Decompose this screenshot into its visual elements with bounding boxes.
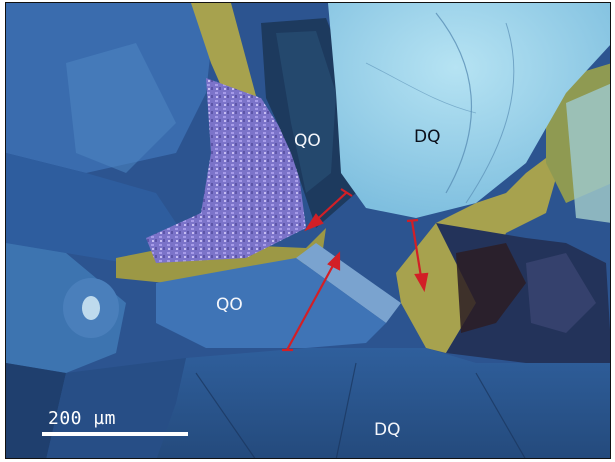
- arrow-1-head: [304, 213, 324, 232]
- dq-lower-grain: [156, 348, 610, 458]
- measurement-arrows: [282, 188, 429, 352]
- micrograph-image: [6, 3, 610, 458]
- grain-highlight: [66, 43, 176, 173]
- label-qo-upper: QO: [294, 131, 321, 151]
- purple-mosaic-grain: [146, 78, 306, 263]
- grain-right-light: [566, 83, 610, 223]
- dq-upper-grain: [328, 3, 610, 218]
- qo-lower-grain: [156, 258, 386, 348]
- arrow-2: [410, 220, 424, 284]
- micrograph-frame: QO DQ QO DQ 200 µm: [5, 2, 611, 459]
- label-qo-lower: QO: [216, 295, 243, 315]
- needle-grain: [296, 243, 401, 323]
- grain-left-mid: [6, 153, 196, 263]
- arrow-3: [286, 259, 337, 351]
- label-dq-lower: DQ: [374, 420, 401, 440]
- arrow-2-head: [414, 272, 429, 293]
- arrow-3-head: [327, 251, 341, 271]
- scale-bar: [42, 432, 188, 436]
- scale-bar-label: 200 µm: [48, 408, 117, 429]
- label-dq-upper: DQ: [414, 127, 441, 147]
